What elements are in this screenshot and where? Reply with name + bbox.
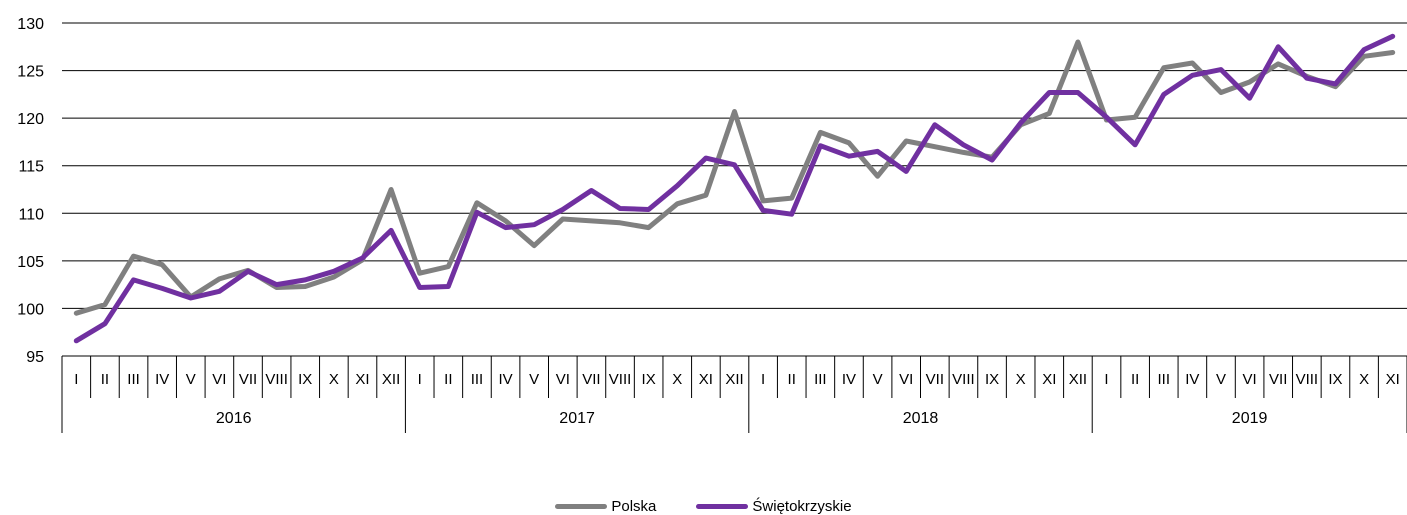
x-month-label: IX: [985, 371, 999, 388]
x-month-label: X: [672, 371, 682, 388]
x-year-label: 2017: [559, 410, 595, 427]
legend-item-swietokrzyskie: Świętokrzyskie: [696, 497, 852, 515]
x-month-label: XI: [1386, 371, 1400, 388]
x-month-label: VIII: [952, 371, 975, 388]
legend-item-polska: Polska: [555, 498, 656, 515]
x-month-label: IX: [1328, 371, 1342, 388]
x-month-label: V: [1216, 371, 1226, 388]
x-month-label: III: [471, 371, 484, 388]
x-month-label: VIII: [265, 371, 288, 388]
x-month-label: VIII: [1296, 371, 1319, 388]
y-tick-label: 100: [17, 301, 44, 318]
x-month-label: I: [1104, 371, 1108, 388]
x-month-label: I: [74, 371, 78, 388]
x-month-label: III: [1157, 371, 1170, 388]
x-month-label: VII: [1269, 371, 1287, 388]
x-month-label: X: [329, 371, 339, 388]
x-month-label: VIII: [609, 371, 632, 388]
x-month-label: I: [761, 371, 765, 388]
x-month-label: III: [127, 371, 140, 388]
x-month-label: VI: [556, 371, 570, 388]
x-month-label: VI: [899, 371, 913, 388]
y-tick-label: 105: [17, 254, 44, 271]
legend: Polska Świętokrzyskie: [0, 497, 1407, 515]
y-tick-label: 115: [18, 159, 44, 176]
x-month-label: IV: [498, 371, 512, 388]
x-month-label: VI: [1243, 371, 1257, 388]
x-month-label: IX: [298, 371, 312, 388]
series-line-swietokrzyskie: [73, 33, 1396, 344]
y-tick-label: 95: [26, 349, 44, 366]
x-month-label: II: [1131, 371, 1139, 388]
x-month-label: III: [814, 371, 827, 388]
x-month-label: XI: [355, 371, 369, 388]
legend-label-swietokrzyskie: Świętokrzyskie: [752, 497, 852, 515]
x-month-label: XI: [1042, 371, 1056, 388]
x-month-label: VII: [926, 371, 944, 388]
x-month-label: IV: [842, 371, 856, 388]
legend-swatch-polska: [555, 503, 608, 509]
x-month-label: XII: [725, 371, 743, 388]
x-month-label: IX: [642, 371, 656, 388]
x-month-label: X: [1016, 371, 1026, 388]
y-tick-label: 120: [17, 111, 44, 128]
x-month-label: XII: [382, 371, 400, 388]
x-axis: I II III IV V VI VII VIII IX X XI XII I II III IV V VI VII…: [61, 355, 1407, 433]
x-month-label: IV: [1185, 371, 1199, 388]
x-month-label: II: [101, 371, 109, 388]
legend-swatch-swietokrzyskie: [696, 503, 749, 509]
series-lines: [73, 33, 1396, 344]
y-tick-label: 130: [17, 16, 44, 33]
x-year-label: 2018: [903, 410, 939, 427]
x-month-label: VII: [582, 371, 600, 388]
legend-label-polska: Polska: [611, 497, 657, 515]
x-month-label: XII: [1069, 371, 1087, 388]
x-month-label: V: [186, 371, 196, 388]
x-month-label: X: [1359, 371, 1369, 388]
x-month-label: V: [529, 371, 539, 388]
y-axis: 95 100 105 110 115 120 125 130: [17, 16, 44, 366]
x-month-label: I: [418, 371, 422, 388]
y-tick-label: 125: [17, 64, 44, 81]
x-month-label: II: [788, 371, 796, 388]
x-month-label: IV: [155, 371, 169, 388]
x-year-label: 2019: [1232, 410, 1268, 427]
x-month-label: XI: [699, 371, 713, 388]
x-year-label: 2016: [216, 410, 252, 427]
x-month-label: VI: [212, 371, 226, 388]
series-line-polska: [73, 39, 1396, 316]
x-month-label: VII: [239, 371, 257, 388]
y-tick-label: 110: [18, 206, 44, 223]
x-month-label: V: [873, 371, 883, 388]
x-month-label: II: [444, 371, 452, 388]
